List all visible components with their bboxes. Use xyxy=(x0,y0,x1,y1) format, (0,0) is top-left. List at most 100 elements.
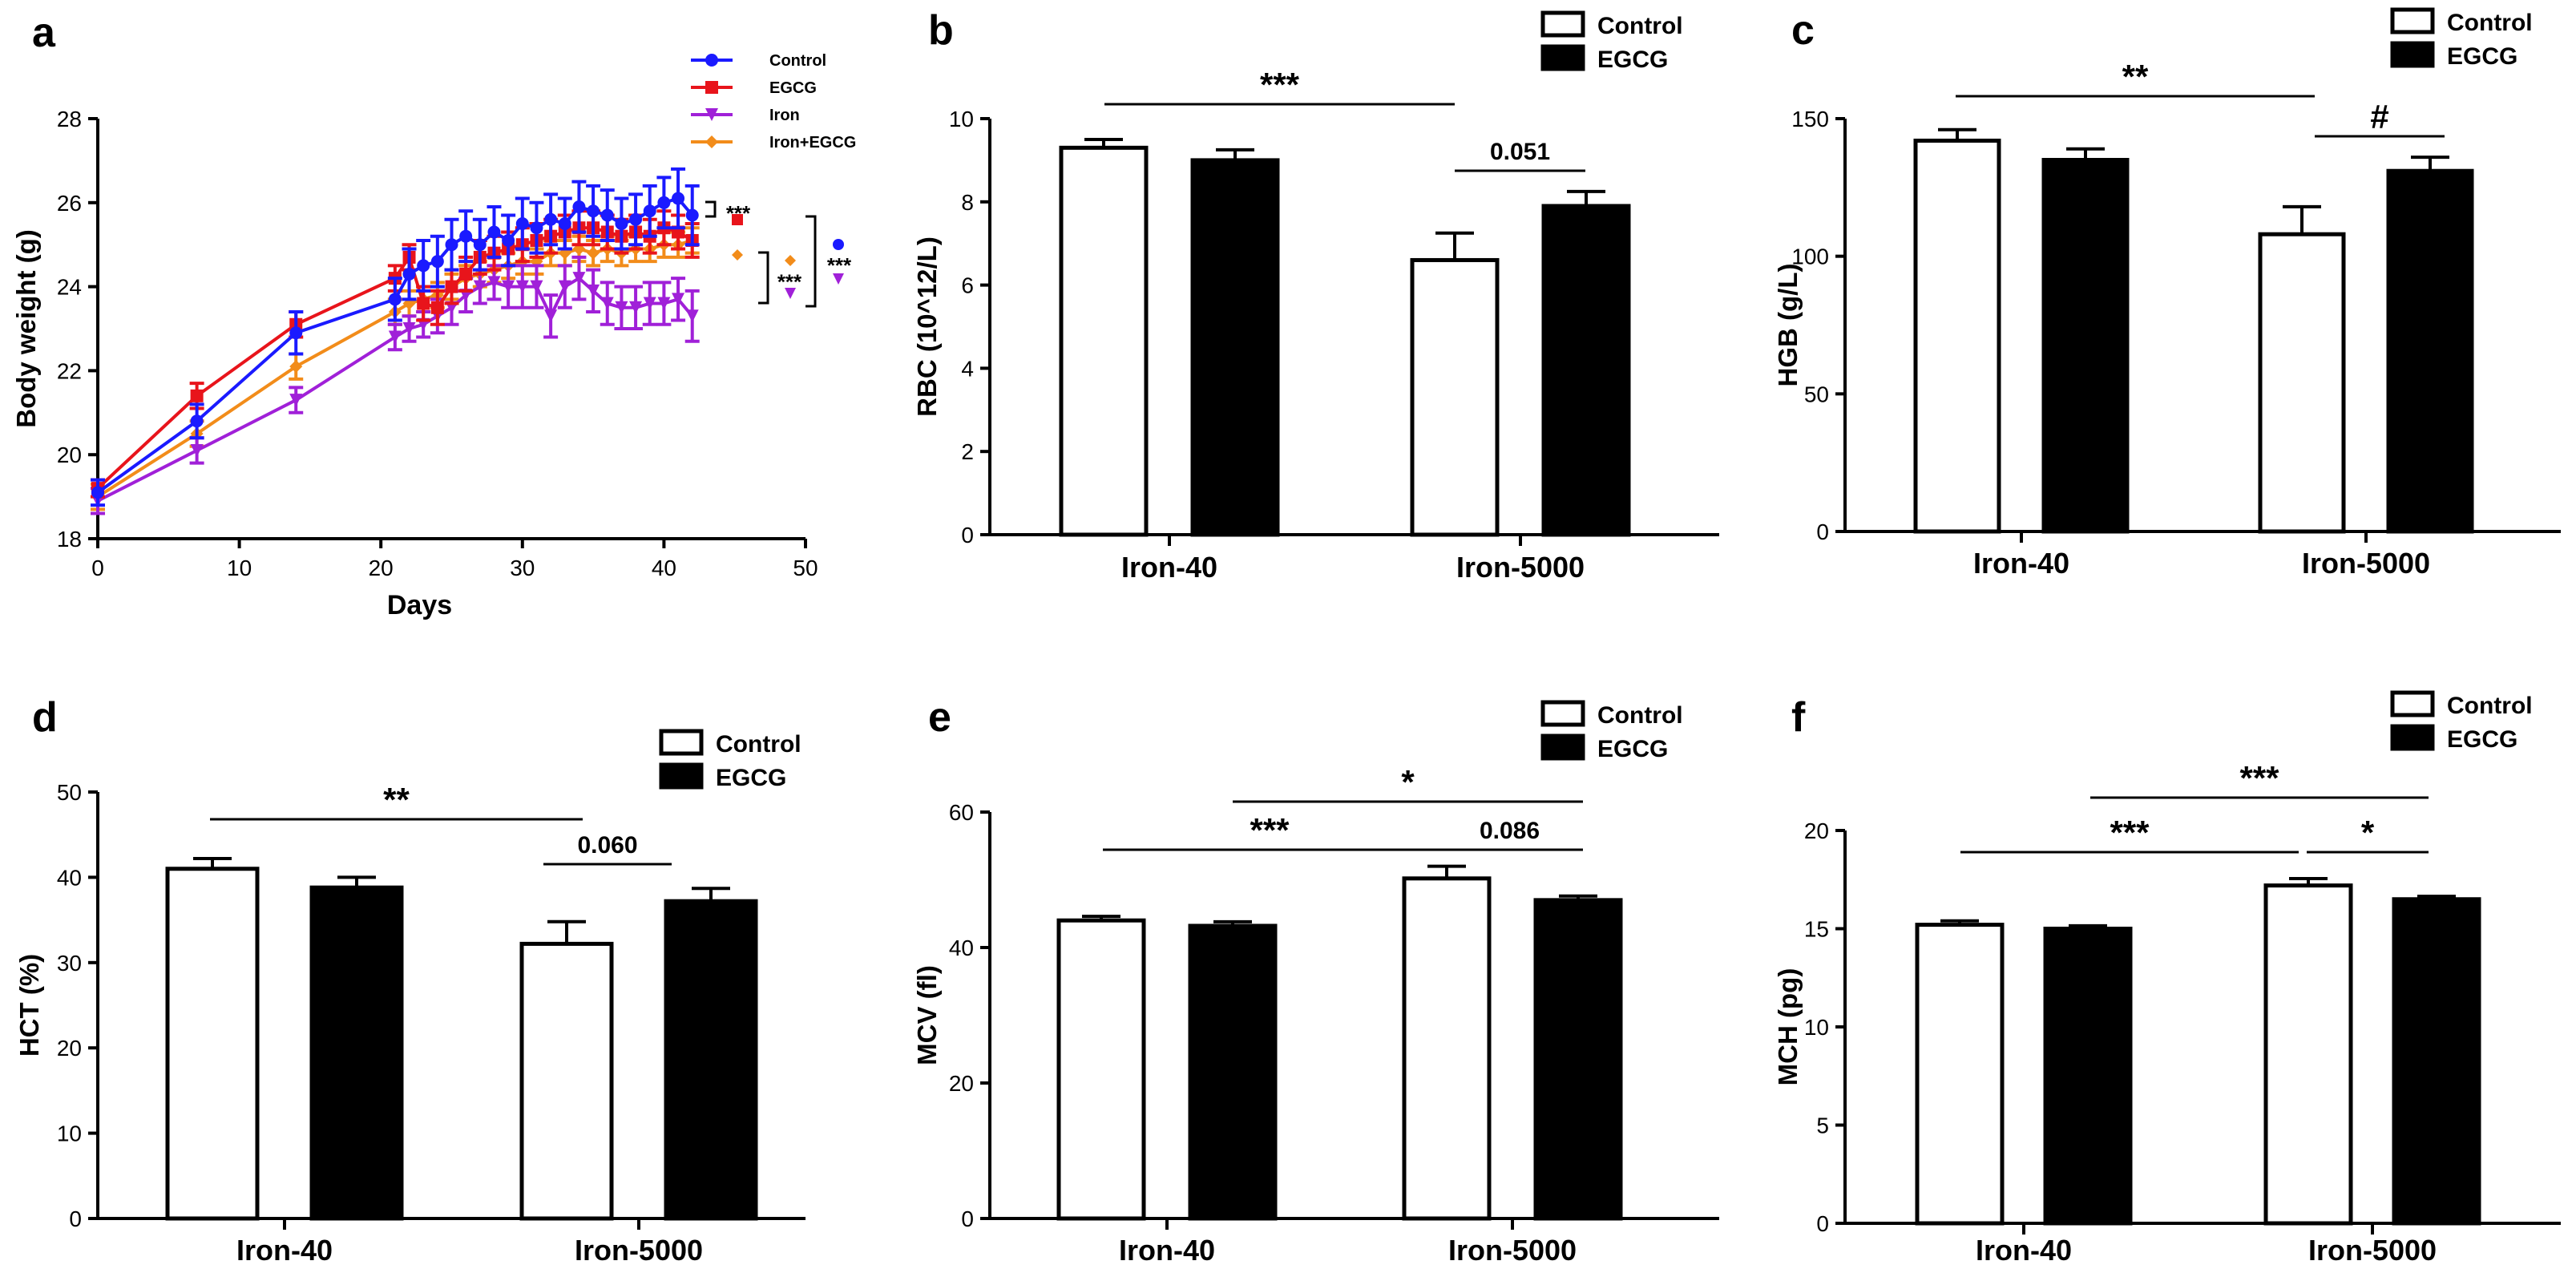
bar-egcg-iron-40 xyxy=(309,885,404,1221)
panel-label-d: d xyxy=(32,694,58,741)
category-label: Iron-5000 xyxy=(2308,1234,2437,1267)
data-point xyxy=(417,297,430,310)
y-axis-label: MCV (fl) xyxy=(912,965,942,1065)
data-point xyxy=(445,238,458,252)
legend-swatch-egcg xyxy=(1540,44,1585,71)
legend-label-control: Control xyxy=(2447,10,2533,36)
y-tick-label: 10 xyxy=(949,107,974,131)
bar-control-iron-5000 xyxy=(1402,876,1492,1221)
significance-label: * xyxy=(2361,814,2375,851)
x-tick-label: 10 xyxy=(227,556,252,580)
significance-marker-iron-egcg xyxy=(732,249,743,261)
bar-control-iron-5000 xyxy=(519,941,614,1221)
data-point xyxy=(544,309,558,323)
y-tick-label: 60 xyxy=(949,800,974,825)
legend-marker xyxy=(705,81,718,94)
data-point xyxy=(643,204,656,218)
y-axis-label: RBC (10^12/L) xyxy=(912,236,942,417)
data-point xyxy=(91,486,104,499)
data-point xyxy=(515,217,529,230)
legend-swatch-control xyxy=(1540,700,1585,727)
y-tick-label: 26 xyxy=(57,191,82,216)
data-point xyxy=(572,200,586,214)
category-label: Iron-40 xyxy=(1119,1234,1215,1267)
y-axis-label: Body weight (g) xyxy=(11,229,41,427)
data-point xyxy=(487,225,501,239)
data-point xyxy=(587,246,600,260)
y-tick-label: 40 xyxy=(57,865,82,890)
y-tick-label: 100 xyxy=(1791,244,1829,269)
y-tick-label: 20 xyxy=(949,1071,974,1096)
data-point xyxy=(587,204,600,218)
data-point xyxy=(430,255,444,269)
data-point xyxy=(289,326,303,340)
significance-marker-iron xyxy=(833,273,844,285)
data-point xyxy=(402,322,416,335)
legend-label-control: Control xyxy=(1597,13,1683,39)
data-point xyxy=(487,276,501,289)
legend-marker xyxy=(705,135,718,148)
legend-swatch-control xyxy=(1540,10,1585,38)
data-point xyxy=(643,297,656,310)
data-point xyxy=(657,297,671,310)
significance-marker-iron xyxy=(785,288,796,299)
x-axis-label: Days xyxy=(387,590,452,620)
legend-swatch-control xyxy=(2390,690,2435,717)
y-tick-label: 5 xyxy=(1816,1113,1829,1138)
bar-control-iron-5000 xyxy=(2263,883,2353,1226)
data-point xyxy=(558,280,571,293)
bar-control-iron-5000 xyxy=(1410,257,1500,537)
data-point xyxy=(629,301,643,314)
y-tick-label: 22 xyxy=(57,358,82,383)
bar-egcg-iron-40 xyxy=(2043,927,2133,1226)
data-point xyxy=(657,196,671,209)
bar-egcg-iron-40 xyxy=(2041,158,2130,534)
category-label: Iron-40 xyxy=(1973,547,2069,580)
data-point xyxy=(402,267,416,281)
y-tick-label: 0 xyxy=(1816,519,1829,544)
data-point xyxy=(544,212,558,226)
y-tick-label: 15 xyxy=(1804,917,1829,942)
y-tick-label: 4 xyxy=(961,356,974,381)
mch-bar-chart: 0 5 10 15 20 MCH (pg) Iron-40 Iron-5000 Control E… xyxy=(1773,690,2561,1267)
x-tick-label: 0 xyxy=(91,556,104,580)
data-point xyxy=(388,330,402,344)
significance-label: *** xyxy=(1260,66,1300,103)
significance-bracket xyxy=(705,200,717,218)
mcv-bar-chart: 0 20 40 60 MCV (fl) Iron-40 Iron-5000 Control EG… xyxy=(912,700,1719,1267)
significance-label: *** xyxy=(2110,814,2150,851)
data-point xyxy=(502,280,515,293)
legend-marker xyxy=(705,54,718,67)
y-tick-label: 2 xyxy=(961,439,974,464)
bar-egcg-iron-5000 xyxy=(2386,168,2474,534)
legend-swatch-control xyxy=(2390,7,2435,34)
significance-label: *** xyxy=(1250,811,1290,849)
data-point xyxy=(190,443,204,457)
data-point xyxy=(672,293,685,306)
data-point xyxy=(190,389,204,402)
y-tick-label: 0 xyxy=(961,1206,974,1231)
y-tick-label: 10 xyxy=(1804,1015,1829,1040)
legend-label: Iron xyxy=(769,107,800,124)
y-tick-label: 30 xyxy=(57,951,82,976)
legend-label-egcg: EGCG xyxy=(716,765,786,791)
y-tick-label: 0 xyxy=(1816,1211,1829,1236)
y-tick-label: 10 xyxy=(57,1121,82,1146)
y-tick-label: 20 xyxy=(1804,818,1829,843)
data-point xyxy=(417,259,430,273)
y-tick-label: 50 xyxy=(1804,382,1829,406)
y-tick-label: 40 xyxy=(949,936,974,960)
data-point xyxy=(502,233,515,247)
y-tick-label: 8 xyxy=(961,190,974,215)
data-point xyxy=(289,360,303,374)
y-tick-label: 0 xyxy=(69,1206,82,1231)
y-tick-label: 6 xyxy=(961,273,974,298)
data-point xyxy=(388,293,402,306)
legend-label: EGCG xyxy=(769,79,817,97)
category-label: Iron-5000 xyxy=(575,1234,703,1267)
significance-marker-iron-egcg xyxy=(785,255,796,266)
significance-marker-egcg xyxy=(732,214,743,225)
panel-label-b: b xyxy=(928,7,954,54)
category-label: Iron-40 xyxy=(236,1234,333,1267)
significance-label: 0.086 xyxy=(1480,818,1540,844)
